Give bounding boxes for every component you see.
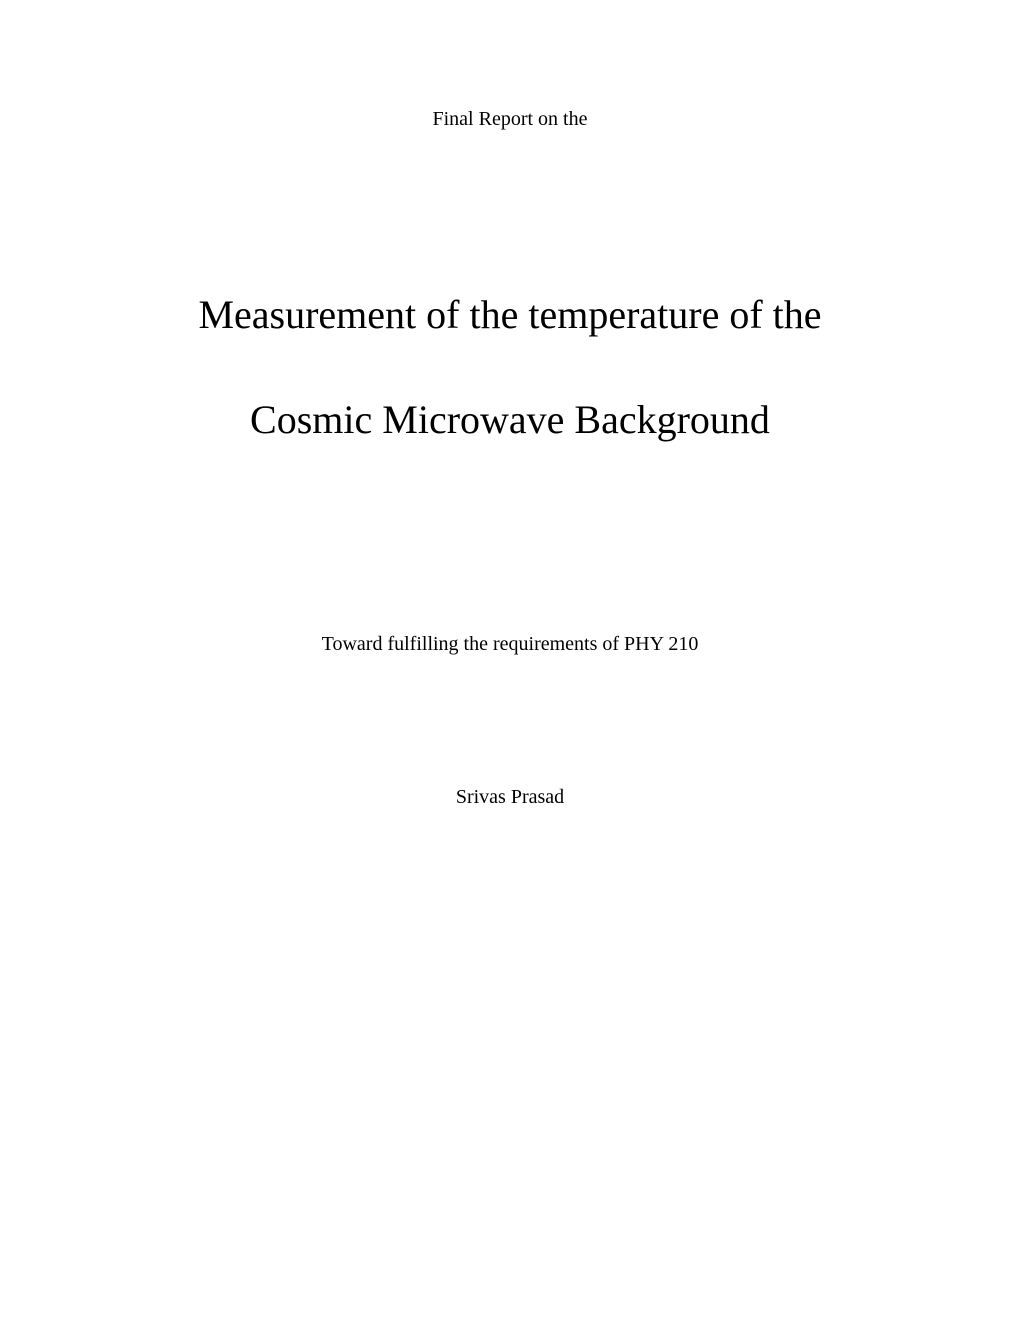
title-page: Final Report on the Measurement of the t… bbox=[0, 0, 1020, 1320]
pretitle-text: Final Report on the bbox=[0, 108, 1020, 131]
author-name: Srivas Prasad bbox=[0, 786, 1020, 809]
title-line-2: Cosmic Microwave Background bbox=[0, 396, 1020, 443]
subtitle-text: Toward fulfilling the requirements of PH… bbox=[0, 633, 1020, 656]
title-line-1: Measurement of the temperature of the bbox=[0, 291, 1020, 338]
